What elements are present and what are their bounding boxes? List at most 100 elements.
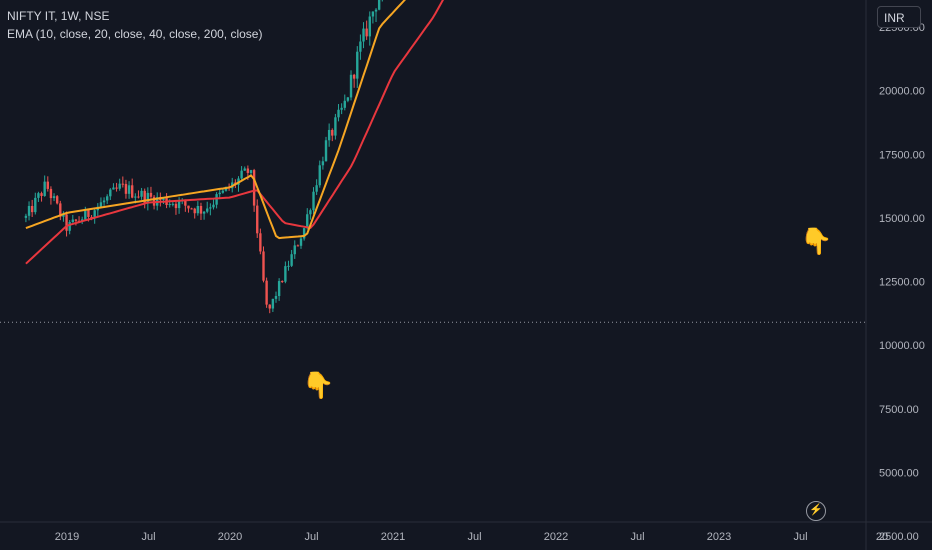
candle-body [327, 129, 331, 141]
candle-body [249, 170, 253, 173]
candle-body [321, 161, 325, 166]
x-tick-label: 2023 [707, 531, 731, 543]
candle-body [84, 209, 87, 220]
candle-body [168, 204, 171, 206]
candle-body [374, 9, 378, 12]
candle-body [65, 214, 68, 231]
y-tick-label: 17500.00 [879, 149, 925, 161]
lightning-icon[interactable]: ⚡ [806, 501, 826, 521]
candle-body [177, 200, 181, 209]
candle-body [315, 185, 318, 192]
y-tick-label: 7500.00 [879, 404, 919, 416]
candle-body [287, 265, 290, 267]
x-tick-label: 2019 [55, 531, 79, 543]
candle-body [362, 28, 365, 42]
candle-body [134, 196, 137, 198]
candle-body [218, 192, 221, 195]
candle-body [93, 210, 96, 219]
candle-body [215, 194, 218, 205]
candle-body [306, 214, 309, 229]
candle-body [334, 117, 337, 136]
candle-body [256, 205, 259, 234]
candle-body [259, 233, 262, 252]
x-tick-label: 2021 [381, 531, 405, 543]
candle-body [343, 100, 346, 108]
candle-body [46, 181, 49, 189]
candle-body [121, 183, 125, 185]
candle-body [55, 196, 59, 204]
candle-body [193, 208, 196, 214]
candle-body [349, 74, 353, 98]
candle-body [246, 168, 250, 173]
candle-body [87, 209, 90, 217]
candle-body [290, 254, 293, 266]
indicator-legend[interactable]: EMA (10, close, 20, close, 40, close, 20… [7, 27, 263, 41]
x-tick-label: 2020 [218, 531, 242, 543]
candle-body [202, 211, 206, 214]
candle-body [118, 183, 121, 189]
candle-body [99, 202, 103, 207]
candle-body [221, 190, 225, 193]
candle-body [252, 170, 256, 206]
candle-body [105, 196, 109, 201]
candle-body [124, 183, 128, 194]
candle-body [62, 214, 65, 217]
candle-body [143, 190, 146, 204]
candle-body [359, 41, 362, 52]
candle-body [274, 296, 278, 299]
x-tick-label: 20 [876, 531, 888, 543]
candle-body [137, 196, 140, 198]
candle-body [127, 185, 131, 194]
candle-body [40, 193, 43, 196]
currency-button[interactable]: INR [877, 6, 921, 28]
candle-body [27, 205, 31, 216]
candle-body [312, 191, 315, 211]
candle-body [209, 207, 212, 209]
candle-body [356, 51, 359, 79]
candle-body [318, 165, 321, 186]
candle-body [296, 245, 300, 247]
y-tick-label: 20000.00 [879, 86, 925, 98]
candle-body [109, 189, 112, 197]
y-tick-label: 12500.00 [879, 277, 925, 289]
candle-body [162, 197, 165, 200]
candle-body [71, 219, 75, 223]
candle-body [102, 200, 106, 203]
candle-body [30, 205, 34, 213]
x-tick-label: Jul [141, 531, 155, 543]
candle-body [184, 200, 187, 206]
x-tick-label: Jul [304, 531, 318, 543]
candle-body [34, 197, 37, 213]
candle-body [346, 97, 350, 101]
x-tick-label: Jul [467, 531, 481, 543]
candle-body [112, 187, 115, 190]
candle-body [371, 11, 375, 17]
y-tick-label: 15000.00 [879, 213, 925, 225]
candle-body [368, 16, 371, 37]
candle-body [331, 129, 334, 136]
y-tick-label: 5000.00 [879, 468, 919, 480]
candle-body [206, 208, 209, 212]
y-tick-label: 10000.00 [879, 340, 925, 352]
candle-body [196, 205, 200, 214]
candle-body [74, 219, 78, 221]
candle-body [265, 280, 268, 305]
candle-body [299, 238, 303, 246]
candle-body [149, 192, 153, 197]
candle-body [243, 168, 246, 171]
candle-body [49, 188, 53, 199]
candle-body [309, 210, 312, 215]
candle-body [52, 196, 56, 199]
candle-body [140, 190, 143, 197]
candle-body [271, 298, 275, 309]
x-tick-label: 2022 [544, 531, 568, 543]
candle-body [212, 204, 215, 208]
pointing-down-hand-icon: 👇 [800, 226, 833, 256]
candle-body [199, 205, 203, 214]
candle-body [262, 251, 265, 281]
candle-body [377, 0, 381, 10]
candle-body [146, 192, 150, 204]
candle-body [365, 28, 368, 37]
